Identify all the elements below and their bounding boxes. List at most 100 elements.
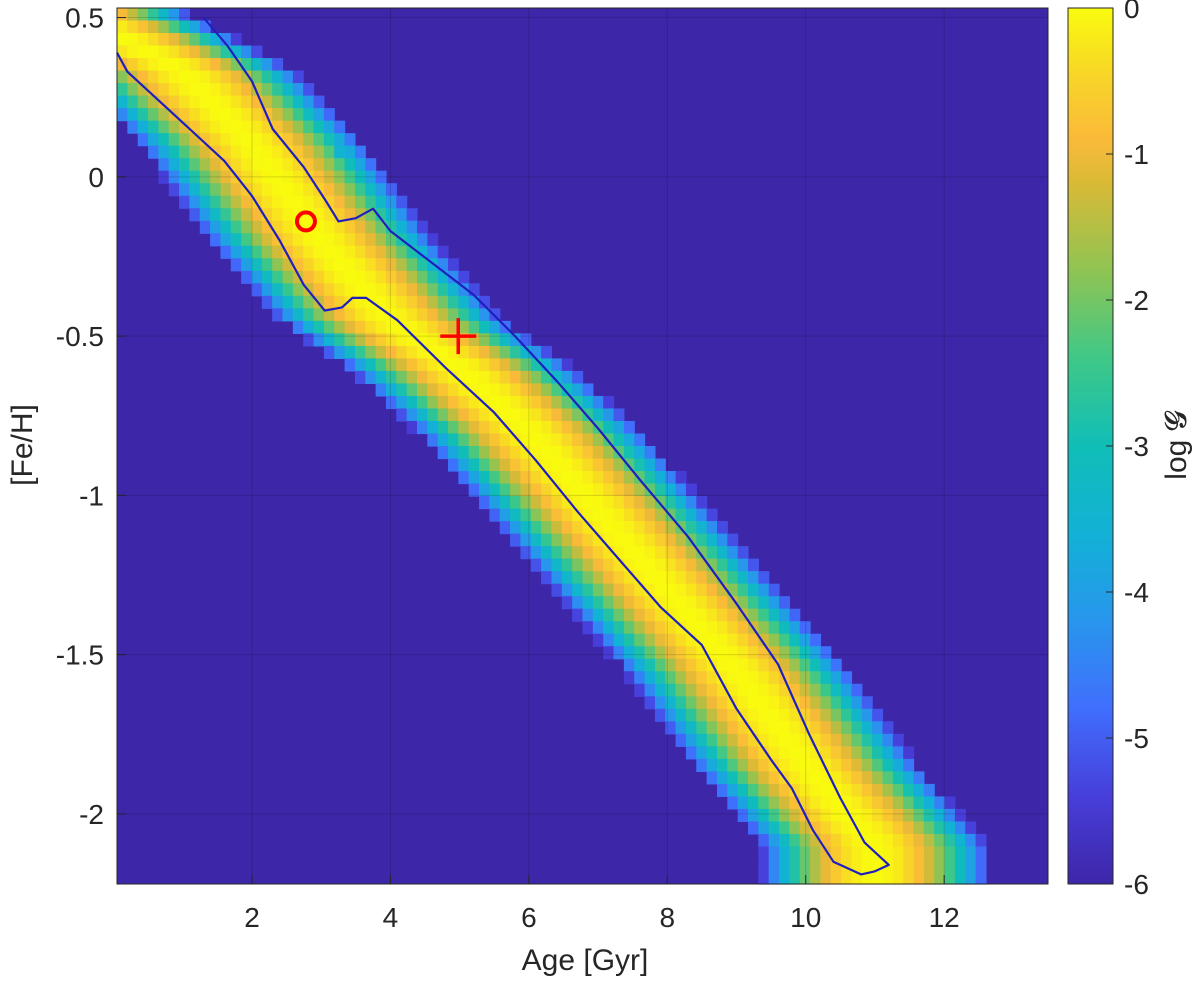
heatmap-cell [541,533,553,547]
heatmap-cell [189,33,201,47]
heatmap-cell [820,746,832,760]
heatmap-cell [323,170,335,184]
heatmap-cell [220,170,232,184]
heatmap-cell [592,583,604,597]
heatmap-cell [251,120,263,134]
heatmap-cell [458,433,470,447]
heatmap-cell [748,746,759,760]
heatmap-cell [448,295,459,309]
heatmap-cell [851,871,863,885]
heatmap-cell [603,496,615,510]
heatmap-cell [810,646,822,660]
heatmap-cell [654,471,666,485]
x-tick-label: 6 [521,902,537,933]
heatmap-cell [551,446,563,460]
heatmap-cell [406,258,418,272]
heatmap-cell [344,208,356,222]
heatmap-cell [561,471,573,485]
heatmap-cell [789,833,801,848]
heatmap-cell [603,446,615,460]
heatmap-cell [189,20,201,34]
heatmap-cell [551,370,563,385]
heatmap-cell [861,758,873,772]
heatmap-cell [210,58,222,72]
heatmap-cell [748,671,759,685]
heatmap-cell [292,170,304,184]
heatmap-cell [323,120,335,134]
heatmap-cell [210,233,222,247]
heatmap-cell [541,483,553,497]
heatmap-cell [530,521,542,535]
heatmap-cell [448,383,459,397]
heatmap-cell [137,70,149,84]
heatmap-cell [189,208,201,222]
heatmap-cell [499,508,511,522]
heatmap-cell [810,696,822,710]
heatmap-cell [603,646,615,660]
heatmap-cell [841,846,853,860]
heatmap-cell [851,833,863,848]
heatmap-cell [354,270,366,284]
heatmap-cell [458,358,470,372]
heatmap-cell [696,521,708,535]
heatmap-cell [644,571,656,585]
heatmap-cell [210,95,222,109]
heatmap-cell [737,596,749,610]
heatmap-cell [727,771,739,785]
colorbar-tick-label: 0 [1124,0,1140,24]
heatmap-cell [675,571,687,585]
heatmap-cell [189,83,201,97]
heatmap-cell [675,496,687,510]
heatmap-cell [748,558,759,572]
heatmap-cell [851,796,863,810]
heatmap-cell [323,345,335,359]
heatmap-cell [241,220,253,234]
heatmap-cell [727,583,739,597]
heatmap-cell [851,758,863,772]
heatmap-cell [892,858,904,873]
colorbar-scale [1067,7,1114,885]
heatmap-cell [872,871,884,885]
heatmap-cell [303,245,315,259]
heatmap-cell [675,583,687,597]
heatmap-cell [189,95,201,109]
heatmap-cell [292,183,304,197]
heatmap-cell [437,270,449,284]
heatmap-cell [458,283,470,297]
heatmap-cell [313,158,325,172]
heatmap-cell [561,583,573,597]
heatmap-cell [437,383,449,397]
heatmap-cell [613,496,625,510]
x-tick-label: 8 [660,902,676,933]
heatmap-cell [634,621,646,635]
heatmap-cell [137,120,149,134]
heatmap-cell [241,45,253,59]
heatmap-cell [375,283,387,297]
x-tick-label: 4 [383,902,399,933]
heatmap-cell [892,783,904,797]
heatmap-cell [913,796,925,810]
heatmap-cell [241,245,253,259]
heatmap-cell [748,696,759,710]
heatmap-cell [810,746,822,760]
heatmap-cell [758,608,770,622]
heatmap-cell [479,345,490,359]
heatmap-cell [634,671,646,685]
heatmap-cell [582,420,594,435]
heatmap-cell [272,245,284,259]
heatmap-cell [623,508,635,522]
heatmap-cell [934,871,946,885]
heatmap-cell [510,408,522,422]
heatmap-cell [179,158,191,172]
heatmap-cell [654,483,666,497]
heatmap-cell [727,721,739,735]
heatmap-cell [354,233,366,247]
heatmap-cell [158,58,170,72]
heatmap-cell [603,395,615,410]
heatmap-cell [168,58,180,72]
heatmap-cell [592,483,604,497]
heatmap-cell [944,808,956,823]
heatmap-cell [479,483,490,497]
heatmap-cell [696,571,708,585]
heatmap-cell [344,158,356,172]
